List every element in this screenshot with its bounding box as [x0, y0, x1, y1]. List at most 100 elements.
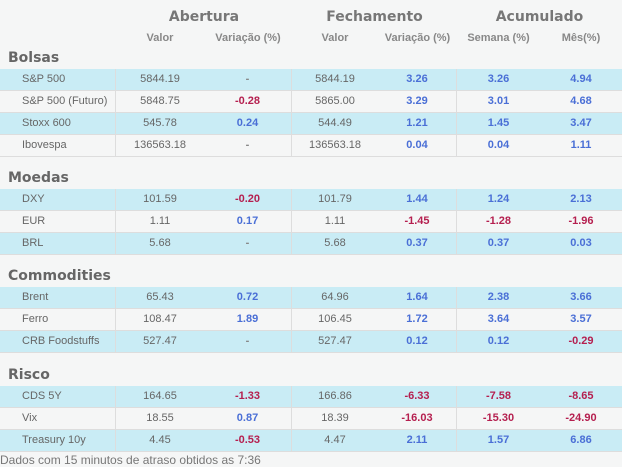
abertura-variacao-cell: 0.87 [204, 408, 292, 429]
group-header-acumulado: Acumulado [495, 9, 584, 25]
col-header-mes: Mês(%) [561, 32, 601, 44]
mes-cell: 2.13 [570, 193, 592, 205]
name-cell: Vix [0, 408, 116, 429]
name-cell: Brent [0, 287, 116, 308]
table-row: EUR 1.11 0.17 1.11 -1.45 -1.28 -1.96 [0, 211, 622, 233]
col-header-fechamento-valor: Valor [321, 32, 349, 44]
fechamento-valor-cell: 544.49 [318, 117, 352, 129]
name-cell: Treasury 10y [0, 430, 116, 451]
name-cell: Ibovespa [0, 135, 116, 156]
mes-cell: 3.66 [570, 291, 592, 303]
footer-note: Dados com 15 minutos de atraso obtidos a… [0, 453, 261, 467]
fechamento-valor-cell: 18.39 [321, 412, 349, 424]
name-cell: EUR [0, 211, 116, 232]
fechamento-valor-cell: 101.79 [318, 193, 352, 205]
fechamento-valor-cell: 106.45 [318, 313, 352, 325]
mes-cell: 4.68 [570, 95, 592, 107]
abertura-valor-cell: 108.47 [143, 313, 177, 325]
mes-cell: 6.86 [570, 434, 592, 446]
col-header-fechamento-variacao: Variação (%) [384, 32, 451, 44]
mes-cell: 3.57 [570, 313, 592, 325]
fechamento-valor-cell: 64.96 [321, 291, 349, 303]
col-header-semana: Semana (%) [467, 32, 530, 44]
mes-cell: -1.96 [568, 215, 594, 227]
abertura-variacao-cell: -0.53 [204, 430, 292, 451]
name-cell: DXY [0, 189, 116, 210]
section-title: Commodities [8, 268, 111, 284]
semana-cell: -15.30 [482, 412, 515, 424]
abertura-valor-cell: 4.45 [149, 434, 171, 446]
abertura-variacao-cell: - [204, 69, 292, 90]
fechamento-variacao-cell: 0.37 [378, 233, 457, 254]
name-cell: Stoxx 600 [0, 113, 116, 134]
fechamento-variacao-cell: 1.44 [378, 189, 457, 210]
semana-cell: -7.58 [485, 390, 512, 402]
semana-cell: 0.37 [487, 237, 510, 249]
name-cell: S&P 500 (Futuro) [0, 91, 116, 112]
fechamento-variacao-cell: 1.72 [378, 309, 457, 330]
semana-cell: 1.57 [487, 434, 510, 446]
mes-cell: 4.94 [570, 73, 592, 85]
fechamento-variacao-cell: 1.21 [378, 113, 457, 134]
abertura-valor-cell: 5844.19 [140, 73, 180, 85]
abertura-valor-cell: 5.68 [149, 237, 171, 249]
section-title: Moedas [8, 170, 69, 186]
abertura-variacao-cell: - [204, 331, 292, 352]
abertura-valor-cell: 545.78 [143, 117, 177, 129]
fechamento-variacao-cell: 1.64 [378, 287, 457, 308]
abertura-valor-cell: 101.59 [143, 193, 177, 205]
section-title: Bolsas [8, 50, 60, 66]
semana-cell: -1.28 [485, 215, 512, 227]
abertura-variacao-cell: 1.89 [204, 309, 292, 330]
name-cell: BRL [0, 233, 116, 254]
mes-cell: -0.29 [568, 335, 594, 347]
semana-cell: 3.01 [487, 95, 510, 107]
fechamento-variacao-cell: -6.33 [378, 386, 457, 407]
group-header-abertura: Abertura [168, 9, 240, 25]
abertura-valor-cell: 527.47 [143, 335, 177, 347]
abertura-valor-cell: 136563.18 [134, 139, 186, 151]
fechamento-variacao-cell: -1.45 [378, 211, 457, 232]
table-row: CRB Foodstuffs 527.47 - 527.47 0.12 0.12 -0.29 [0, 331, 622, 353]
abertura-valor-cell: 5848.75 [140, 95, 180, 107]
table-row: Treasury 10y 4.45 -0.53 4.47 2.11 1.57 6.86 [0, 430, 622, 452]
section-title: Risco [8, 367, 50, 383]
semana-cell: 1.24 [487, 193, 510, 205]
fechamento-variacao-cell: 3.29 [378, 91, 457, 112]
mes-cell: -8.65 [568, 390, 594, 402]
abertura-variacao-cell: -0.20 [204, 189, 292, 210]
table-row: Stoxx 600 545.78 0.24 544.49 1.21 1.45 3.47 [0, 113, 622, 135]
abertura-valor-cell: 164.65 [143, 390, 177, 402]
table-row: CDS 5Y 164.65 -1.33 166.86 -6.33 -7.58 -8.65 [0, 386, 622, 408]
table-row: Ferro 108.47 1.89 106.45 1.72 3.64 3.57 [0, 309, 622, 331]
table-row: Vix 18.55 0.87 18.39 -16.03 -15.30 -24.90 [0, 408, 622, 430]
semana-cell: 3.26 [487, 73, 510, 85]
fechamento-variacao-cell: -16.03 [378, 408, 457, 429]
abertura-variacao-cell: - [204, 233, 292, 254]
abertura-valor-cell: 18.55 [146, 412, 174, 424]
semana-cell: 2.38 [487, 291, 510, 303]
semana-cell: 0.12 [487, 335, 510, 347]
semana-cell: 0.04 [487, 139, 510, 151]
name-cell: CDS 5Y [0, 386, 116, 407]
abertura-variacao-cell: - [204, 135, 292, 156]
fechamento-valor-cell: 5.68 [324, 237, 346, 249]
table-row: BRL 5.68 - 5.68 0.37 0.37 0.03 [0, 233, 622, 255]
mes-cell: -24.90 [565, 412, 597, 424]
fechamento-valor-cell: 1.11 [324, 215, 346, 227]
name-cell: CRB Foodstuffs [0, 331, 116, 352]
table-row: Ibovespa 136563.18 - 136563.18 0.04 0.04 1.11 [0, 135, 622, 157]
fechamento-valor-cell: 4.47 [324, 434, 346, 446]
fechamento-valor-cell: 5844.19 [315, 73, 355, 85]
fechamento-variacao-cell: 0.12 [378, 331, 457, 352]
fechamento-valor-cell: 166.86 [318, 390, 352, 402]
name-cell: Ferro [0, 309, 116, 330]
abertura-valor-cell: 1.11 [149, 215, 171, 227]
mes-cell: 0.03 [570, 237, 592, 249]
name-cell: S&P 500 [0, 69, 116, 90]
mes-cell: 3.47 [570, 117, 592, 129]
table-row: DXY 101.59 -0.20 101.79 1.44 1.24 2.13 [0, 189, 622, 211]
semana-cell: 1.45 [487, 117, 510, 129]
abertura-variacao-cell: 0.72 [204, 287, 292, 308]
fechamento-variacao-cell: 0.04 [378, 135, 457, 156]
